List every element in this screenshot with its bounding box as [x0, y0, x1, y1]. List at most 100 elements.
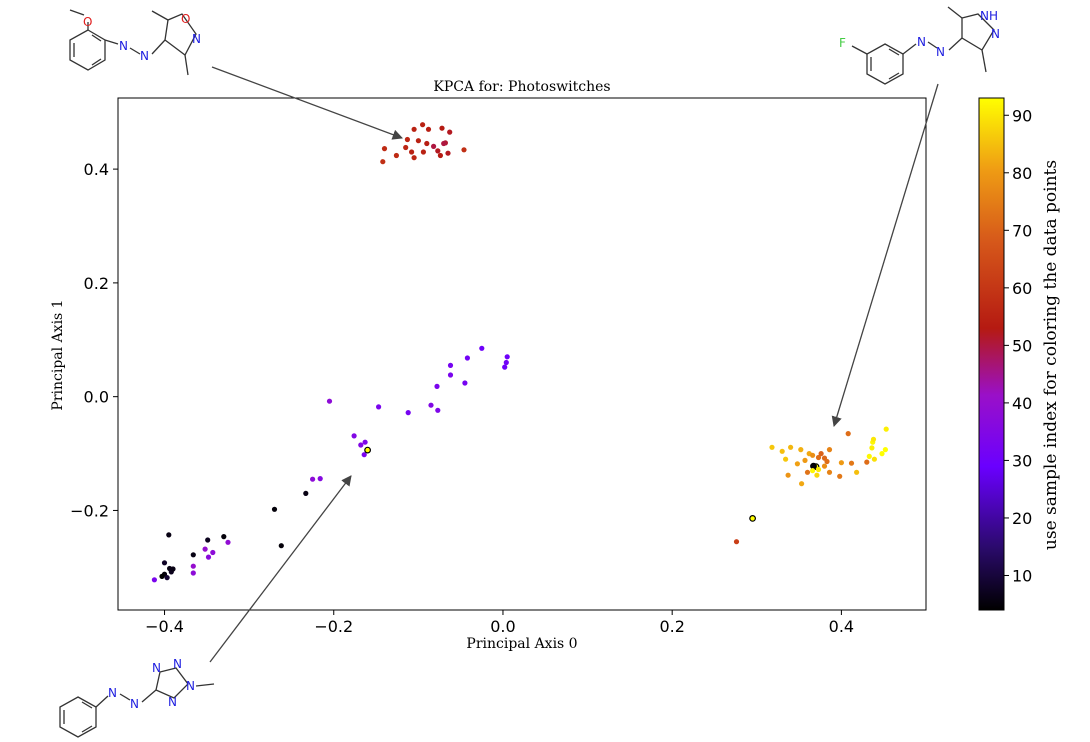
colorbar-tick-label: 70: [1012, 221, 1032, 240]
data-point: [826, 469, 833, 475]
data-point: [814, 472, 820, 478]
atom-label: N: [152, 661, 161, 675]
data-point: [779, 448, 785, 454]
x-tick-label: 0.4: [829, 617, 854, 636]
y-tick-label: −0.2: [70, 501, 109, 520]
data-point: [479, 345, 485, 351]
data-point: [380, 159, 386, 165]
data-point: [361, 452, 367, 458]
data-point: [798, 447, 804, 453]
data-point: [424, 140, 430, 147]
data-point: [799, 481, 805, 487]
annotation-arrow-top: [211, 66, 403, 140]
atom-label: N: [186, 679, 195, 693]
data-point: [837, 473, 843, 479]
data-point: [381, 146, 388, 152]
scatter-points: [151, 122, 889, 583]
data-point: [883, 426, 889, 432]
molecule-structure-bottom-left: [59, 667, 215, 738]
data-point: [364, 446, 372, 454]
data-point: [461, 147, 467, 153]
data-point: [879, 451, 885, 457]
data-point: [351, 433, 357, 439]
y-axis-label: Principal Axis 1: [50, 299, 66, 410]
data-point: [502, 364, 508, 370]
data-point: [411, 126, 417, 132]
atom-label: O: [83, 15, 92, 29]
data-point: [202, 546, 208, 552]
data-point: [871, 456, 878, 462]
data-point: [783, 456, 789, 462]
data-point: [317, 476, 323, 482]
annotation-arrow-bottom: [209, 475, 352, 663]
colorbar-tick-label: 60: [1012, 279, 1032, 298]
atom-label: N: [108, 686, 117, 700]
data-point: [434, 383, 440, 389]
data-point: [310, 476, 316, 482]
colorbar-tick-label: 20: [1012, 509, 1032, 528]
data-point: [882, 447, 889, 453]
chart-title: KPCA for: Photoswitches: [433, 79, 610, 95]
data-point: [866, 453, 872, 459]
colorbar-tick-label: 80: [1012, 164, 1032, 183]
data-point: [769, 444, 775, 450]
data-point: [848, 460, 855, 466]
annotation-arrow-right: [831, 83, 939, 427]
data-point: [404, 136, 410, 143]
data-point: [749, 515, 756, 522]
data-point: [504, 354, 510, 360]
data-point: [447, 129, 453, 135]
data-point: [794, 461, 801, 467]
x-tick-label: 0.0: [490, 617, 515, 636]
data-point: [170, 566, 176, 572]
atom-label: N: [168, 695, 177, 709]
data-point: [445, 150, 451, 156]
data-point: [869, 445, 875, 451]
data-point: [326, 398, 333, 404]
data-point: [190, 570, 196, 576]
data-point: [447, 372, 454, 378]
data-point: [420, 149, 426, 155]
colorbar-ticks: 10 20 30 40 50 60 70 80 90: [1004, 106, 1032, 585]
x-tick-label: −0.4: [145, 617, 184, 636]
y-tick-label: 0.0: [84, 388, 109, 407]
data-point: [376, 404, 382, 410]
data-point: [161, 560, 168, 566]
atom-label: O: [181, 12, 190, 26]
atom-label: N: [173, 657, 182, 671]
data-point: [210, 549, 216, 556]
data-point: [810, 452, 816, 458]
x-axis-label: Principal Axis 0: [466, 636, 577, 652]
data-point: [788, 444, 794, 450]
atom-label: F: [839, 36, 846, 50]
colorbar-label: use sample index for coloring the data p…: [1041, 160, 1061, 550]
data-point: [358, 442, 364, 448]
atom-label: NH: [980, 9, 998, 23]
data-point: [439, 125, 445, 131]
atom-label: N: [192, 32, 201, 46]
data-point: [221, 534, 227, 540]
data-point: [190, 552, 196, 558]
data-point: [159, 573, 165, 580]
data-point: [409, 149, 415, 155]
data-point: [810, 468, 816, 474]
data-point: [838, 460, 845, 466]
plot-area: [117, 97, 927, 611]
data-point: [802, 457, 808, 463]
atom-label: N: [130, 697, 139, 711]
data-point: [205, 537, 211, 543]
data-point: [785, 472, 791, 478]
y-tick-label: 0.2: [84, 274, 109, 293]
colorbar-tick-label: 90: [1012, 106, 1032, 125]
data-point: [864, 459, 870, 465]
data-point: [190, 563, 196, 569]
data-point: [824, 458, 830, 465]
colorbar-tick-label: 30: [1012, 451, 1032, 470]
data-point: [818, 451, 824, 457]
atom-label: N: [140, 49, 149, 63]
data-point: [166, 532, 172, 538]
atom-label: N: [119, 39, 128, 53]
data-point: [870, 436, 877, 442]
data-point: [403, 144, 409, 151]
